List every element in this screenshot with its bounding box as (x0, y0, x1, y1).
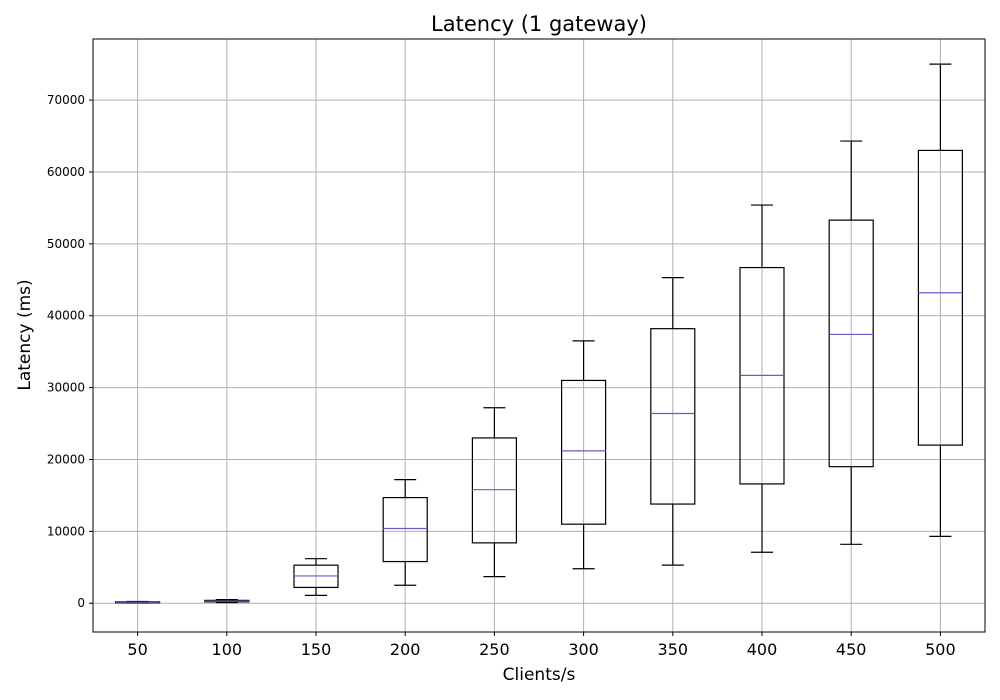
y-tick-label: 0 (77, 596, 85, 610)
y-tick-label: 40000 (47, 309, 85, 323)
y-axis: 0 10000 20000 30000 40000 50000 60000 70000 (47, 93, 93, 610)
box-350 (650, 277, 696, 566)
y-tick-label: 60000 (47, 165, 85, 179)
x-tick-label: 350 (658, 640, 689, 659)
x-tick-label: 250 (479, 640, 510, 659)
y-tick-label: 30000 (47, 381, 85, 395)
plot-area (114, 63, 964, 604)
x-tick-label: 200 (390, 640, 421, 659)
box-450 (828, 140, 874, 545)
iqr-box (650, 328, 696, 505)
plot-frame (92, 38, 986, 633)
iqr-box (471, 437, 517, 544)
box-400 (739, 204, 785, 553)
x-tick-label: 300 (568, 640, 599, 659)
x-tick-label: 150 (301, 640, 332, 659)
box-500 (917, 63, 964, 538)
x-tick-label: 400 (747, 640, 778, 659)
x-tick-label: 500 (925, 640, 956, 659)
iqr-box (382, 496, 428, 563)
y-tick-label: 50000 (47, 237, 85, 251)
box-300 (560, 340, 607, 570)
x-tick-label: 100 (212, 640, 243, 659)
x-axis: 50 100 150 200 250 300 350 400 450 500 (127, 632, 956, 659)
x-axis-label: Clients/s (503, 665, 576, 685)
y-axis-label: Latency (ms) (15, 279, 35, 390)
iqr-box (828, 219, 874, 468)
x-tick-label: 50 (127, 640, 147, 659)
iqr-box (917, 149, 964, 446)
x-tick-label: 450 (836, 640, 867, 659)
chart-title: Latency (1 gateway) (431, 12, 647, 36)
y-tick-label: 20000 (47, 452, 85, 466)
box-200 (382, 479, 428, 586)
iqr-box (560, 379, 607, 525)
box-100 (204, 599, 250, 604)
box-250 (471, 407, 517, 578)
box-50 (114, 600, 161, 604)
y-tick-label: 10000 (47, 524, 85, 538)
box-150 (293, 558, 339, 596)
y-tick-label: 70000 (47, 93, 85, 107)
